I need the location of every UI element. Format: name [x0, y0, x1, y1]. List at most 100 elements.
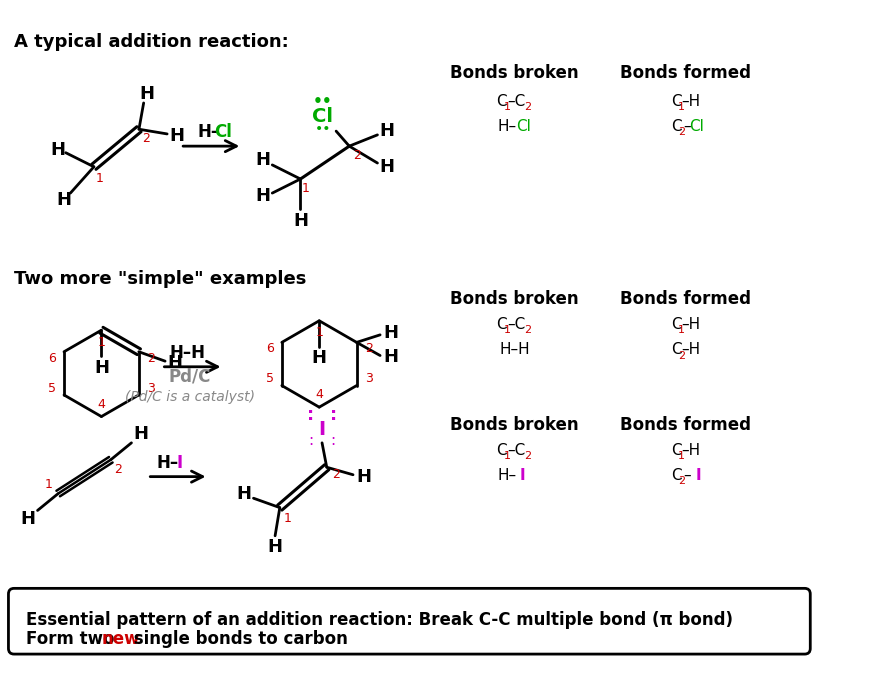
Text: 3: 3 — [365, 372, 373, 386]
Text: 2: 2 — [365, 342, 373, 356]
Text: H: H — [21, 510, 36, 528]
Text: 2: 2 — [114, 463, 122, 475]
Text: 4: 4 — [98, 398, 106, 411]
Text: I: I — [696, 468, 701, 483]
Text: Two more "simple" examples: Two more "simple" examples — [14, 271, 307, 288]
Text: H: H — [267, 538, 282, 556]
Text: H: H — [167, 354, 182, 372]
Text: C: C — [670, 119, 682, 134]
Text: 1: 1 — [678, 102, 685, 111]
Text: 2: 2 — [678, 476, 685, 487]
Text: I: I — [177, 454, 183, 472]
Text: –: – — [683, 468, 691, 483]
Text: Cl: Cl — [690, 119, 704, 134]
Text: –H: –H — [682, 93, 701, 109]
Text: Cl: Cl — [313, 106, 334, 125]
Text: Cl: Cl — [214, 123, 232, 141]
Text: I: I — [318, 420, 326, 439]
Text: H: H — [312, 349, 327, 367]
Text: C: C — [670, 342, 682, 357]
Text: H: H — [237, 484, 252, 503]
Text: :: : — [330, 434, 336, 448]
Text: I: I — [519, 468, 525, 483]
Text: 2: 2 — [353, 149, 361, 162]
Text: –: – — [683, 119, 691, 134]
Text: :: : — [329, 406, 336, 424]
Text: 1: 1 — [283, 512, 291, 525]
Text: C: C — [670, 468, 682, 483]
Text: H: H — [139, 84, 154, 102]
Text: C: C — [670, 443, 682, 458]
Text: Pd/C: Pd/C — [169, 367, 211, 385]
Text: –C: –C — [507, 443, 525, 458]
Text: H: H — [293, 212, 308, 230]
Text: H–H: H–H — [499, 342, 530, 357]
Text: H: H — [255, 187, 270, 205]
Text: 1: 1 — [316, 326, 323, 340]
Text: 2: 2 — [524, 451, 531, 461]
Text: H–: H– — [198, 123, 219, 141]
Text: Bonds broken: Bonds broken — [450, 416, 579, 434]
Text: –H: –H — [682, 342, 701, 357]
Text: C: C — [496, 317, 507, 332]
Text: H–: H– — [497, 468, 517, 483]
Text: 1: 1 — [302, 182, 310, 195]
Text: 1: 1 — [503, 325, 510, 335]
Text: H: H — [357, 468, 371, 486]
Text: 2: 2 — [524, 102, 531, 111]
Text: C: C — [670, 93, 682, 109]
Text: A typical addition reaction:: A typical addition reaction: — [14, 33, 288, 51]
Text: 2: 2 — [678, 351, 685, 361]
Text: C: C — [496, 443, 507, 458]
Text: ••: •• — [313, 93, 333, 109]
Text: H: H — [134, 425, 149, 443]
Text: single bonds to carbon: single bonds to carbon — [128, 630, 348, 648]
Text: :: : — [309, 434, 314, 448]
Text: H–: H– — [497, 119, 517, 134]
Text: 1: 1 — [678, 325, 685, 335]
Text: 1: 1 — [98, 336, 106, 349]
Text: 1: 1 — [45, 477, 52, 491]
Text: 1: 1 — [95, 171, 103, 184]
Text: (Pd/C is a catalyst): (Pd/C is a catalyst) — [125, 390, 254, 404]
Text: 1: 1 — [503, 451, 510, 461]
Text: –C: –C — [507, 317, 525, 332]
Text: H: H — [94, 358, 109, 377]
Text: 3: 3 — [147, 382, 155, 395]
Text: Bonds formed: Bonds formed — [620, 416, 751, 434]
Text: 1: 1 — [678, 451, 685, 461]
Text: H–: H– — [156, 454, 179, 472]
Text: 6: 6 — [48, 351, 56, 365]
Text: 1: 1 — [503, 102, 510, 111]
Text: H: H — [379, 158, 394, 176]
Text: Form two: Form two — [26, 630, 121, 648]
Text: –H: –H — [682, 317, 701, 332]
Text: 6: 6 — [266, 342, 274, 356]
Text: H: H — [379, 122, 394, 140]
Text: –H: –H — [682, 443, 701, 458]
Text: Bonds formed: Bonds formed — [620, 64, 751, 82]
Text: H: H — [56, 191, 72, 209]
Text: H–H: H–H — [170, 344, 205, 362]
Text: Bonds formed: Bonds formed — [620, 290, 751, 308]
Text: H: H — [255, 151, 270, 169]
Text: 2: 2 — [332, 468, 340, 481]
Text: :: : — [308, 406, 315, 424]
Text: H: H — [51, 141, 66, 159]
Text: Cl: Cl — [517, 119, 531, 134]
FancyBboxPatch shape — [9, 588, 810, 654]
Text: 2: 2 — [142, 132, 150, 145]
Text: new: new — [101, 630, 140, 648]
Text: 2: 2 — [678, 127, 685, 137]
Text: 5: 5 — [266, 372, 274, 386]
Text: –C: –C — [507, 93, 525, 109]
Text: H: H — [383, 324, 398, 342]
Text: 4: 4 — [316, 388, 323, 402]
Text: 2: 2 — [147, 351, 155, 365]
Text: 2: 2 — [524, 325, 531, 335]
Text: Bonds broken: Bonds broken — [450, 290, 579, 308]
Text: Bonds broken: Bonds broken — [450, 64, 579, 82]
Text: H: H — [383, 349, 398, 366]
Text: C: C — [496, 93, 507, 109]
Text: C: C — [670, 317, 682, 332]
